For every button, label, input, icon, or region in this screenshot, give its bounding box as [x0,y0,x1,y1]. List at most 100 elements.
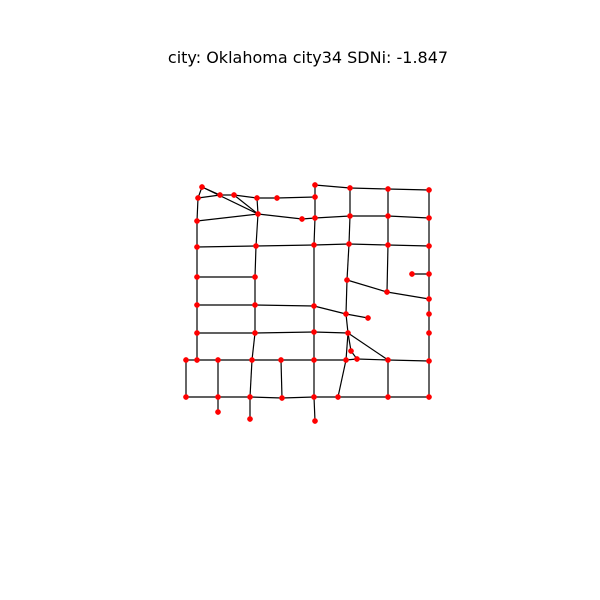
graph-node [253,243,259,249]
graph-node [215,409,221,415]
graph-node [343,357,349,363]
graph-edge [196,213,259,222]
graph-edge [201,186,259,215]
graph-edge [313,396,316,422]
graph-edge [314,215,351,219]
graph-node [426,243,432,249]
graph-edge [254,331,315,334]
graph-edge [345,313,369,319]
graph-edge [386,244,389,293]
graph-edge [233,194,259,215]
graph-edge [387,215,430,219]
graph-edge [313,331,349,334]
graph-node [194,302,200,308]
graph-node [247,416,253,422]
graph-node [426,330,432,336]
graph-node [345,330,351,336]
graph-node [347,213,353,219]
graph-edge [313,243,350,246]
graph-node [312,418,318,424]
graph-edge [257,213,303,220]
graph-node [312,182,318,188]
node-layer [183,182,432,424]
graph-edge [345,332,349,361]
graph-node [385,357,391,363]
graph-node [249,357,255,363]
graph-node [426,271,432,277]
graph-node [343,311,349,317]
graph-node [215,357,221,363]
graph-node [426,215,432,221]
graph-edge [249,359,253,398]
graph-edge [356,358,389,361]
graph-edge [197,194,221,199]
graph-edge [387,359,430,362]
graph-node [344,277,350,283]
graph-node [255,211,261,217]
graph-node [409,271,415,277]
graph-edge [196,197,199,222]
graph-node [335,394,341,400]
graph-edge [254,304,315,307]
graph-node [385,213,391,219]
graph-node [311,394,317,400]
graph-node [252,330,258,336]
graph-node [274,195,280,201]
graph-node [183,394,189,400]
graph-edge [276,196,316,199]
edge-layer [185,184,430,422]
graph-node [311,329,317,335]
graph-edge [255,244,315,247]
graph-edge [249,396,283,399]
graph-node [252,274,258,280]
graph-node [426,311,432,317]
graph-node [195,195,201,201]
graph-node [346,241,352,247]
graph-node [426,187,432,193]
graph-node [194,330,200,336]
graph-node [194,274,200,280]
graph-edge [280,359,283,399]
graph-edge [345,313,349,334]
graph-edge [251,332,256,361]
graph-node [299,216,305,222]
graph-edge [281,396,315,399]
graph-node [217,192,223,198]
graph-node [278,357,284,363]
graph-node [194,357,200,363]
graph-node [354,356,360,362]
graph-edge [346,243,350,281]
graph-edge [387,244,430,247]
graph-edge [345,279,348,315]
graph-edge [386,291,430,300]
graph-node [311,357,317,363]
graph-node [426,358,432,364]
graph-node [347,185,353,191]
graph-node [312,215,318,221]
graph-node [194,218,200,224]
graph-node [199,184,205,190]
graph-node [384,289,390,295]
graph-node [312,194,318,200]
graph-node [231,192,237,198]
graph-edge [337,359,347,398]
graph-node [385,394,391,400]
graph-node [385,186,391,192]
graph-node [385,242,391,248]
graph-edge [254,245,257,278]
graph-edge [348,243,389,246]
graph-edge [349,187,389,190]
graph-node [247,394,253,400]
graph-edge [348,215,351,245]
graph-edge [387,188,430,191]
graph-node [279,395,285,401]
graph-node [254,195,260,201]
graph-node [365,315,371,321]
graph-node [348,348,354,354]
graph-edge [233,194,258,199]
figure-title: city: Oklahoma city34 SDNi: -1.847 [168,48,448,67]
graph-edge [196,245,257,248]
graph-node [252,302,258,308]
